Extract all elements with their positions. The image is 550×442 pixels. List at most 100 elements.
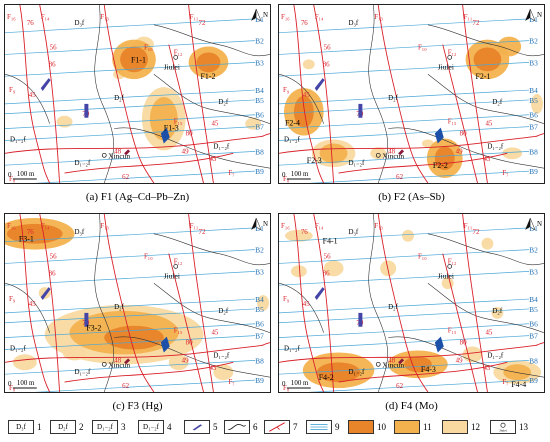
village-marker <box>173 55 179 60</box>
fault-line <box>377 5 429 183</box>
legend: D₃f 1 D₂f 2 D₁₋₂f 3 D₁₋₂f 4 5 6 7 9 <box>2 415 548 439</box>
dike <box>124 358 131 365</box>
dip-label: 72 <box>473 20 480 27</box>
legend-item-12: 12 <box>442 415 480 439</box>
legend-item-6: 6 <box>224 415 258 439</box>
anomaly-label: F2-4 <box>285 119 300 128</box>
village-marker <box>375 152 381 158</box>
dip-label: 43 <box>209 365 216 372</box>
fault-label: F₈ <box>283 176 290 183</box>
anomaly-label: F4-3 <box>421 365 436 374</box>
village-label-xincun: Xincun <box>108 151 130 160</box>
anomaly-area <box>531 94 544 114</box>
dip-label: 43 <box>483 156 490 163</box>
legend-item-5: 5 <box>184 415 218 439</box>
anomaly-area <box>62 344 87 361</box>
anomaly-label: F4-4 <box>511 380 526 389</box>
survey-line <box>279 151 530 166</box>
stratum-label: D₁₋₂f <box>487 143 504 150</box>
fault-line <box>19 214 51 392</box>
stratigraphic-boundary <box>153 24 270 56</box>
fault-label: F₁₃ <box>374 14 383 21</box>
anomaly-area <box>491 306 504 319</box>
dip-label: 56 <box>50 45 57 52</box>
stratigraphic-boundary <box>94 5 114 183</box>
survey-line <box>5 114 256 129</box>
survey-line-label: B9 <box>255 167 264 176</box>
dip-label: 62 <box>122 174 129 181</box>
stratum-label: D₁₋₂f <box>348 160 365 167</box>
scale-label: 100 m <box>291 171 309 178</box>
stratum-label: D₃f <box>74 229 84 236</box>
scale-zero-label: 0 <box>282 172 286 179</box>
fault-label: F₁₂ <box>448 49 457 56</box>
anomaly-area <box>316 362 361 383</box>
stratigraphic-boundary <box>153 233 270 265</box>
stratum-label: D₁₋₂f <box>284 345 301 352</box>
stratigraphic-boundary <box>94 214 114 392</box>
north-arrow-icon <box>525 8 536 22</box>
legend-number: 5 <box>213 422 218 432</box>
stratum-label: D₁₋₂f <box>74 160 91 167</box>
fault-label: F₁₄ <box>315 223 324 230</box>
north-label: N <box>263 12 268 19</box>
anomaly-area <box>120 46 148 73</box>
survey-line-label: B5 <box>255 305 264 314</box>
fault-line <box>39 5 61 183</box>
legend-item-4: D₁₋₂f 4 <box>138 415 172 439</box>
dike <box>84 312 89 327</box>
survey-line <box>279 227 530 243</box>
dip-label: 56 <box>324 45 331 52</box>
stratum-label: D₃f <box>348 20 358 27</box>
survey-line-label: B7 <box>255 123 264 132</box>
survey-line <box>5 151 256 166</box>
fault-label: F₁₃ <box>100 14 109 21</box>
anomaly-area <box>196 52 221 73</box>
legend-number: 6 <box>253 422 258 432</box>
survey-line <box>279 360 530 375</box>
village-marker <box>447 264 453 269</box>
legend-swatch-survey-line <box>306 420 332 434</box>
survey-line <box>279 114 530 129</box>
anomaly-area <box>6 223 63 244</box>
fault-line <box>442 253 478 392</box>
map-panel-f1: B1B2B3B4B5B6B7B8B9F₁₆F₁₄F₁₃F₁₂F₁₁F₁₀F₁₅F… <box>4 4 271 184</box>
anomaly-label: F2-1 <box>476 72 491 81</box>
legend-swatch-village: Jiulei <box>490 420 516 434</box>
dip-label: 62 <box>122 383 129 390</box>
dip-label: 86 <box>323 270 330 277</box>
survey-line-label: B3 <box>255 267 264 276</box>
stratum-label: D₃f <box>74 20 84 27</box>
stratum-label: D₁₋₂f <box>74 369 91 376</box>
ore-body <box>434 336 444 353</box>
fault-label: F₉ <box>9 296 16 303</box>
dike <box>398 149 405 156</box>
legend-village-label: Jiulei <box>499 429 506 433</box>
stratum-label: D₂f <box>114 304 124 311</box>
anomaly-label: F1-3 <box>164 124 179 133</box>
legend-number: 10 <box>377 422 386 432</box>
fault-label: F₁₅ <box>174 328 183 335</box>
map-panel-f4: B1B2B3B4B5B6B7B8B9F₁₆F₁₄F₁₃F₁₂F₁₁F₁₀F₁₅F… <box>278 213 545 393</box>
survey-line <box>5 227 256 243</box>
fault-label: F₁₆ <box>7 14 16 21</box>
survey-line <box>5 271 256 286</box>
north-arrow-icon <box>525 217 536 231</box>
survey-line <box>5 40 256 55</box>
dip-label: 76 <box>27 229 34 236</box>
dip-label: 45 <box>211 121 218 128</box>
fault-line <box>188 214 214 392</box>
survey-line-label: B9 <box>529 167 538 176</box>
village-label-xincun: Xincun <box>382 360 404 369</box>
legend-item-13: Jiulei 13 <box>490 415 528 439</box>
dip-label: 86 <box>323 61 330 68</box>
dike <box>40 78 51 92</box>
stratum-label: D₂f <box>218 308 228 315</box>
stratigraphic-boundary <box>427 73 544 124</box>
legend-number: 9 <box>335 422 340 432</box>
fault-line <box>19 5 51 183</box>
map-svg: B1B2B3B4B5B6B7B8B9F₁₆F₁₄F₁₃F₁₂F₁₁F₁₀F₁₅F… <box>279 5 544 183</box>
anomaly-label: F1-2 <box>201 72 216 81</box>
legend-swatch-d12f-lower: D₁₋₂f <box>138 420 164 434</box>
dip-label: 80 <box>460 131 467 138</box>
